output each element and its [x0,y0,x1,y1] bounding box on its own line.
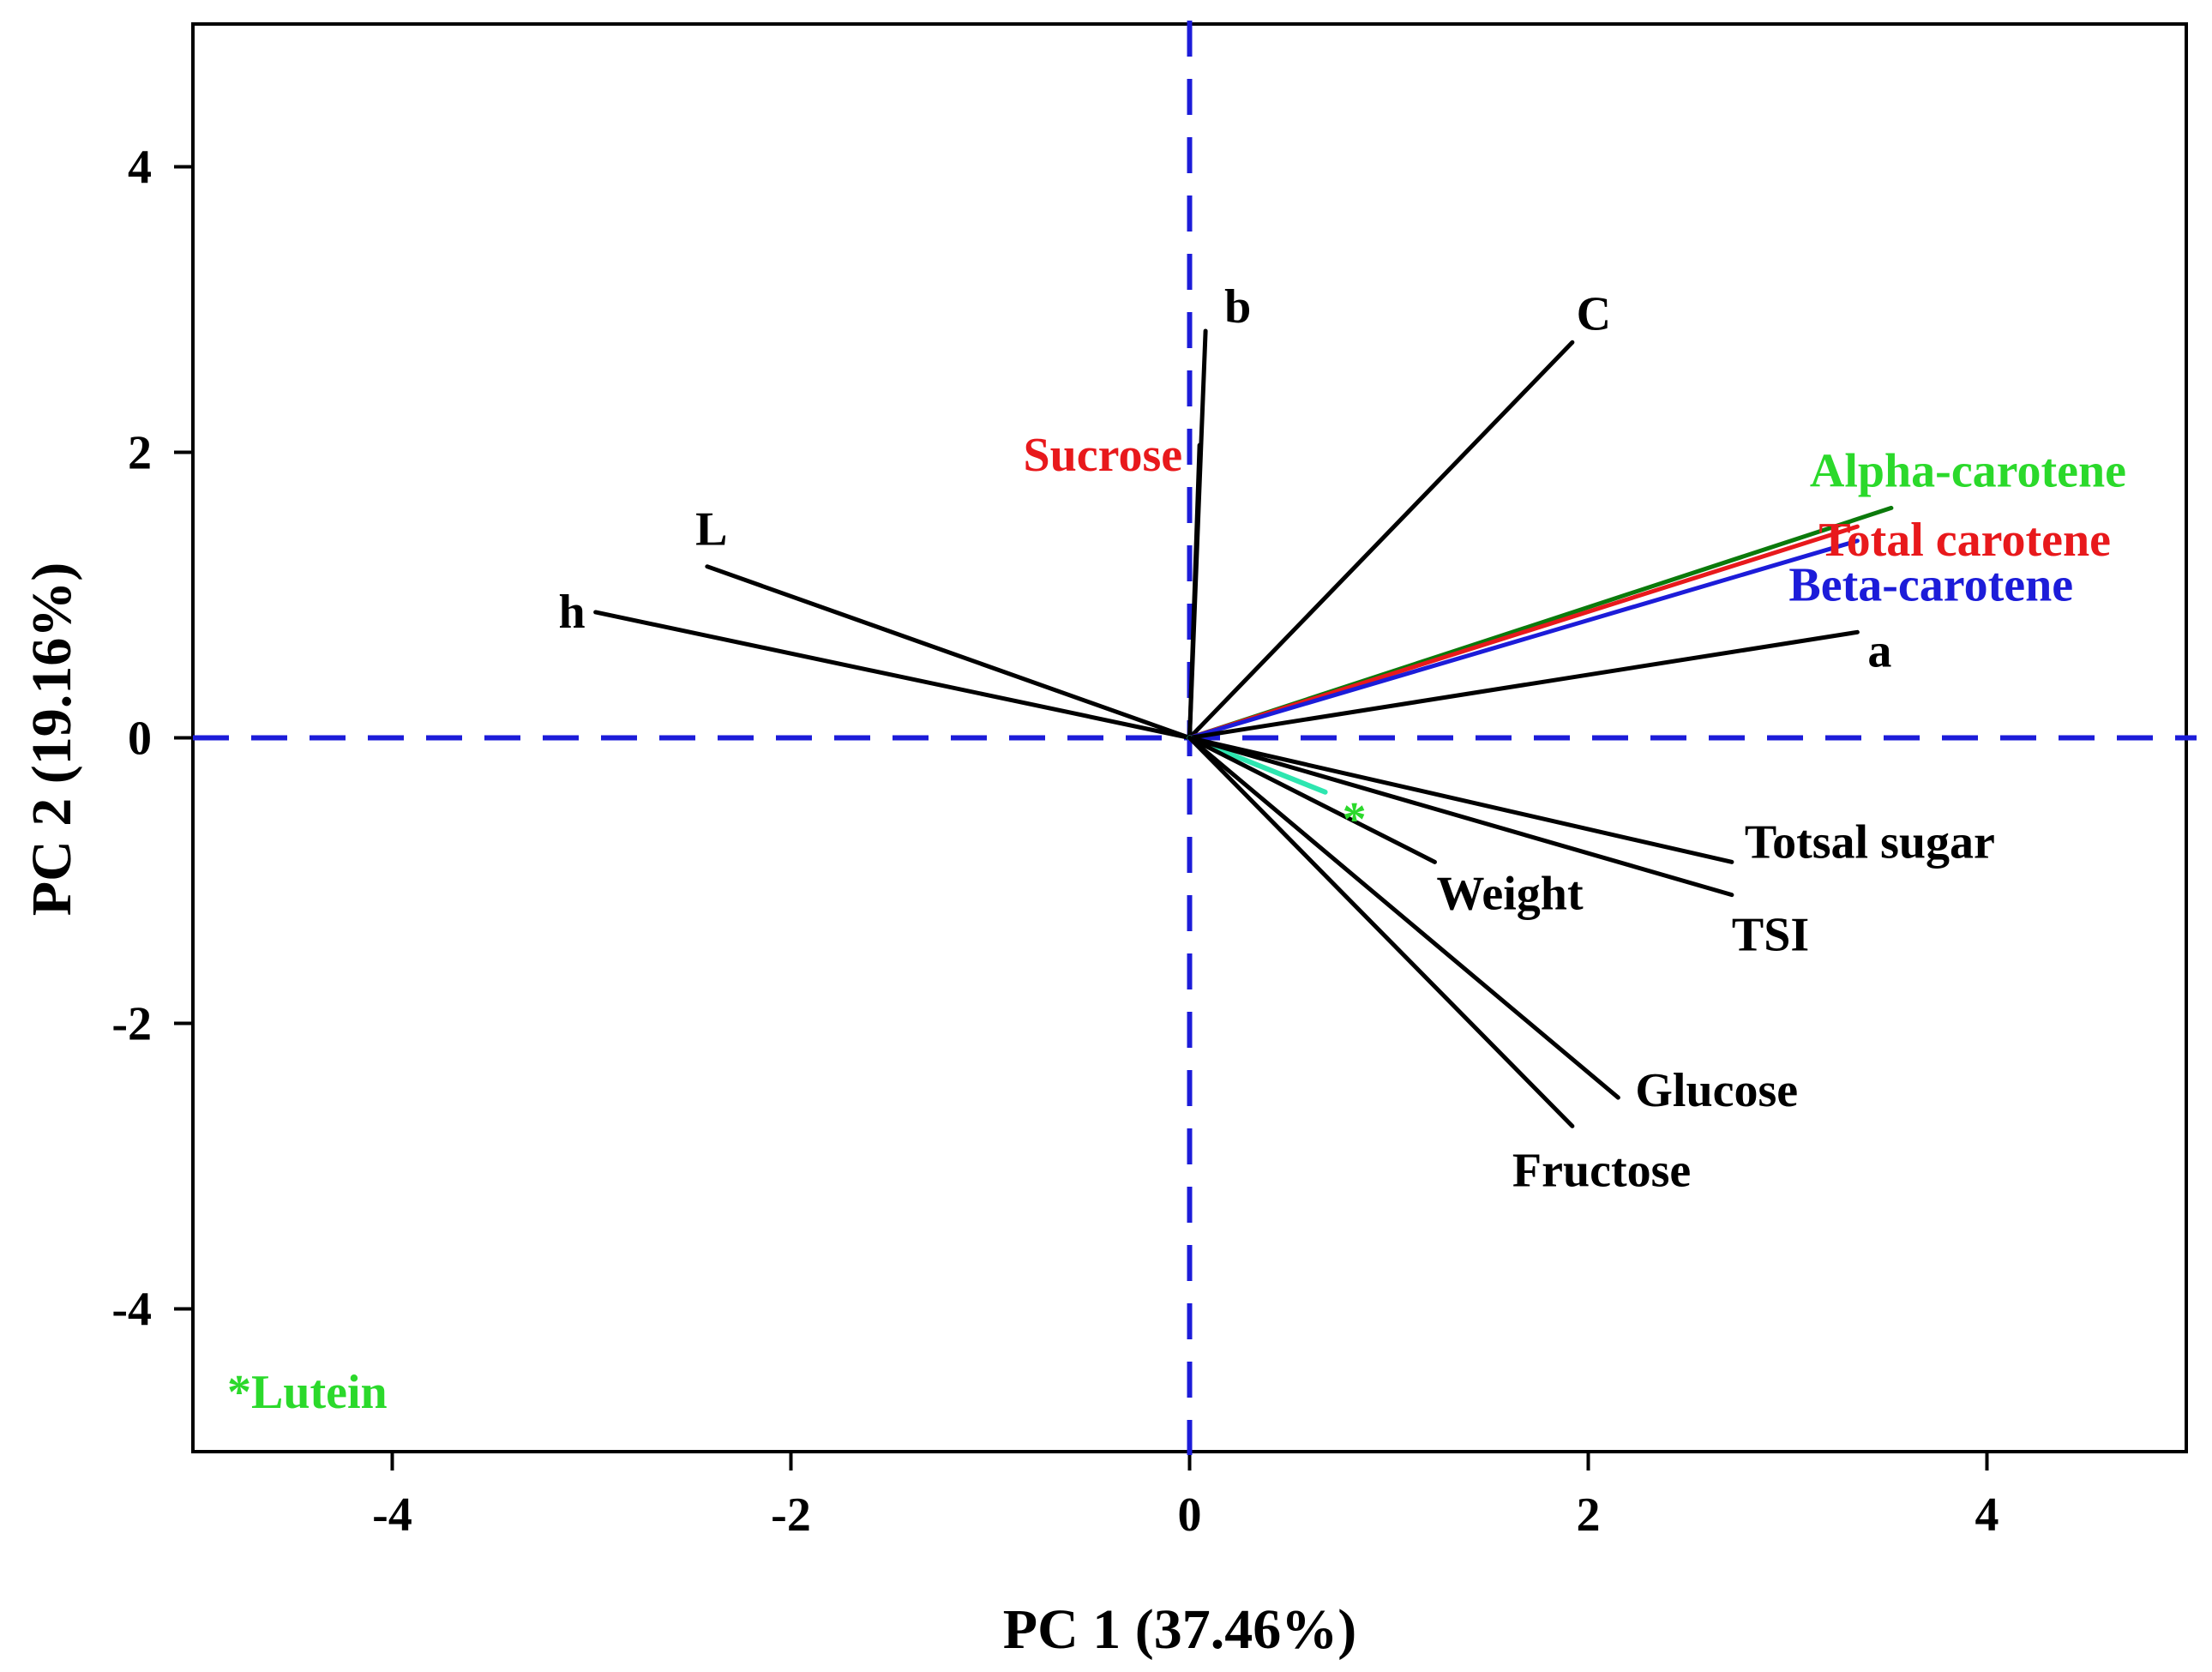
vector-label-alpha-carotene: Alpha-carotene [1810,444,2126,497]
vector-sucrose [1187,442,1202,740]
vector-c [1187,340,1575,740]
vector-total-carotene [1187,524,1860,740]
vector-a [1187,629,1860,740]
vector-label-c: C [1577,287,1611,340]
lutein-legend-note: *Lutein [227,1366,388,1419]
vector-label-glucose: Glucose [1635,1064,1798,1117]
y-tick-label: 0 [128,713,152,766]
x-tick-label: 4 [1975,1489,1999,1542]
vector-label-star: * [1343,793,1367,846]
vector-fructose [1187,736,1575,1128]
vector-label-total-carotene: Total carotene [1818,514,2111,567]
y-axis-ticks: -4 -2 0 2 4 [111,141,193,1337]
y-tick-label: 4 [128,141,152,195]
y-axis-title: PC 2 (19.16%) [21,562,83,916]
vector-label-h: h [558,586,585,639]
vector-label-b: b [1224,280,1251,334]
x-tick-label: 2 [1577,1489,1601,1542]
x-axis-title: PC 1 (37.46%) [1003,1598,1356,1661]
loading-vectors [593,328,1894,1128]
x-tick-label: 0 [1178,1489,1202,1542]
vector-weight [1187,736,1437,864]
loading-vector-labels: b Sucrose C Alpha-carotene Total caroteneBet… [558,280,2126,1197]
vector-h [593,610,1192,740]
vector-label-fructose: Fructose [1512,1144,1691,1197]
x-tick-label: -4 [372,1489,412,1542]
vector-label-beta-carotene: Beta-carotene [1788,559,2073,612]
vector-tsi [1187,736,1734,898]
vector-label-totsal-sugar: Totsal sugar [1745,815,1995,869]
vector-label-a: a [1867,624,1891,677]
x-axis-ticks: -4 -2 0 2 4 [372,1452,1999,1542]
y-tick-label: 2 [128,427,152,480]
y-tick-label: -4 [111,1284,152,1337]
vector-label-sucrose: Sucrose [1023,429,1182,482]
vector-totsal-sugar [1187,736,1734,864]
vector-glucose [1187,736,1620,1100]
y-tick-label: -2 [111,998,152,1051]
x-tick-label: -2 [771,1489,811,1542]
vector-label-tsi: TSI [1732,909,1809,962]
vector-label-l: L [695,503,727,556]
vector-label-weight: Weight [1436,867,1583,920]
vector-l [705,564,1192,740]
vector-beta-carotene [1187,538,1860,740]
